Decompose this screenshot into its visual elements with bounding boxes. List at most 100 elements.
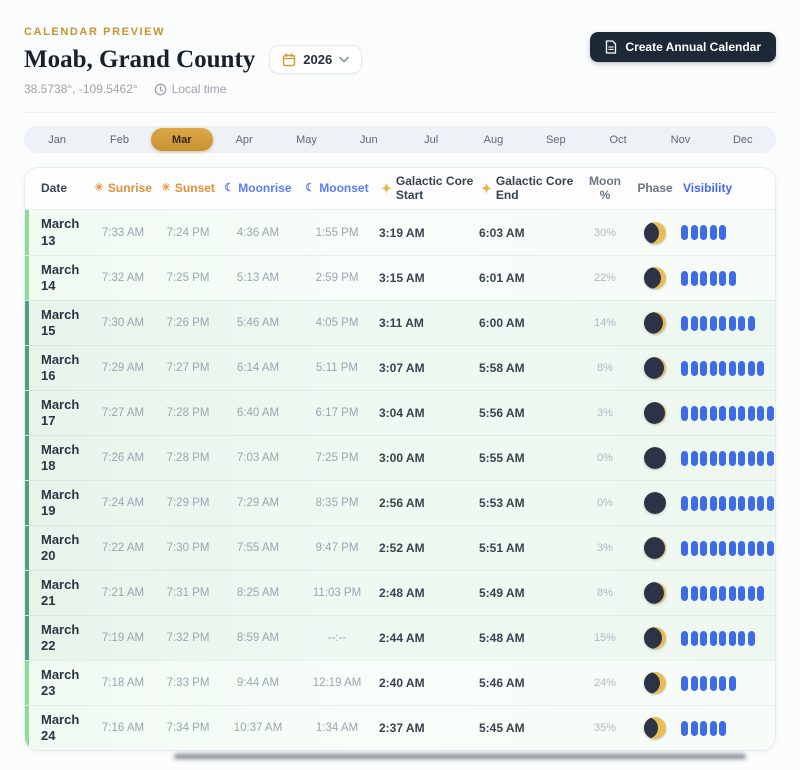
sunrise-cell: 7:33 AM bbox=[101, 226, 145, 239]
sunset-cell: 7:28 PM bbox=[166, 452, 210, 464]
visibility-bar bbox=[709, 225, 717, 240]
table-row: March 23 7:18 AM 7:33 PM 9:44 AM 12:19 AM 2:4… bbox=[25, 660, 775, 705]
date-cell: March 14 bbox=[41, 261, 80, 293]
column-label: Phase bbox=[637, 180, 673, 195]
visibility-bar bbox=[690, 225, 698, 240]
gcend-cell: 5:45 AM bbox=[479, 721, 525, 735]
visibility-bar bbox=[681, 450, 688, 466]
month-tab-jan[interactable]: Jan bbox=[48, 133, 67, 146]
date-cell: March 19 bbox=[41, 486, 80, 518]
visibility-bar bbox=[738, 360, 745, 376]
table-row: March 22 7:19 AM 7:32 PM 8:59 AM --:-- 2:44 A… bbox=[25, 615, 775, 660]
month-tab-mar[interactable]: Mar bbox=[150, 128, 213, 151]
month-tab-aug[interactable]: Aug bbox=[483, 133, 504, 146]
column-header-date: Date bbox=[25, 181, 91, 196]
moonrise-cell: 7:55 AM bbox=[236, 542, 280, 554]
table-row: March 16 7:29 AM 7:27 PM 6:14 AM 5:11 PM 3:07… bbox=[25, 345, 775, 390]
create-annual-calendar-button[interactable]: Create Annual Calendar bbox=[590, 32, 776, 62]
table-row: March 13 7:33 AM 7:24 PM 4:36 AM 1:55 PM 3:19… bbox=[25, 210, 775, 255]
moon-phase-cell bbox=[629, 267, 681, 289]
visibility-bar bbox=[681, 720, 688, 736]
visibility-bar bbox=[757, 450, 764, 466]
visibility-bar bbox=[747, 450, 755, 466]
visibility-bar bbox=[719, 225, 726, 240]
month-tab-apr[interactable]: Apr bbox=[235, 133, 253, 146]
moonset-cell: 6:17 PM bbox=[315, 407, 359, 419]
sunset-cell: 7:24 PM bbox=[166, 226, 210, 239]
month-tab-nov[interactable]: Nov bbox=[670, 133, 691, 146]
visibility-bar bbox=[690, 405, 698, 421]
visibility-bar bbox=[757, 585, 764, 601]
gcend-cell: 5:53 AM bbox=[479, 496, 525, 510]
sunset-cell: 7:33 PM bbox=[166, 677, 210, 689]
visibility-bar bbox=[757, 540, 764, 556]
column-label: Visibility bbox=[683, 180, 733, 195]
column-header-vis[interactable]: Visibility bbox=[681, 180, 775, 196]
visibility-bar bbox=[700, 360, 707, 376]
year-selector[interactable]: 2026 bbox=[269, 45, 363, 74]
visibility-bar bbox=[766, 495, 774, 511]
gcend-cell: 6:00 AM bbox=[479, 316, 525, 330]
moonset-cell: 7:25 PM bbox=[315, 452, 359, 464]
table-row: March 15 7:30 AM 7:26 PM 5:46 AM 4:05 PM 3:11… bbox=[25, 300, 775, 345]
date-cell: March 18 bbox=[41, 441, 80, 473]
visibility-bar bbox=[738, 450, 745, 466]
visibility-bar bbox=[738, 585, 745, 601]
moonset-cell: 11:03 PM bbox=[312, 587, 362, 599]
moon-phase-icon bbox=[644, 267, 666, 289]
sunrise-cell: 7:16 AM bbox=[101, 722, 145, 734]
moonpct-cell: 3% bbox=[597, 407, 613, 419]
moonrise-cell: 6:40 AM bbox=[236, 407, 280, 419]
visibility-bar bbox=[719, 450, 726, 466]
visibility-bar bbox=[728, 270, 736, 286]
column-header-sunset: ☀ Sunset bbox=[155, 181, 221, 196]
moonset-cell: 1:55 PM bbox=[315, 226, 359, 239]
visibility-bar bbox=[690, 360, 698, 376]
moonset-cell: 9:47 PM bbox=[315, 542, 359, 554]
month-tab-jun[interactable]: Jun bbox=[359, 133, 378, 146]
gcend-cell: 5:48 AM bbox=[479, 631, 525, 645]
visibility-bar bbox=[719, 630, 726, 646]
create-annual-calendar-label: Create Annual Calendar bbox=[625, 40, 761, 54]
visibility-bar bbox=[728, 405, 736, 421]
table-row: March 20 7:22 AM 7:30 PM 7:55 AM 9:47 PM 2:52… bbox=[25, 525, 775, 570]
visibility-bar bbox=[690, 585, 698, 601]
moon-phase-cell bbox=[629, 492, 681, 514]
visibility-bar bbox=[738, 630, 745, 646]
document-icon bbox=[605, 40, 617, 54]
visibility-cell bbox=[681, 585, 775, 601]
table-header-row: Date ☀ Sunrise ☀ Sunset ☾ Moonrise ☾ Moonset ✦ Gal… bbox=[25, 168, 775, 210]
sun-icon: ☀ bbox=[94, 181, 104, 194]
month-tab-jul[interactable]: Jul bbox=[424, 133, 439, 146]
month-tab-may[interactable]: May bbox=[296, 133, 317, 146]
column-header-moonpct: Moon % bbox=[581, 174, 629, 203]
sunset-cell: 7:28 PM bbox=[166, 407, 210, 419]
month-tab-dec[interactable]: Dec bbox=[732, 133, 753, 146]
moonpct-cell: 0% bbox=[597, 497, 613, 509]
moonset-cell: 5:11 PM bbox=[316, 362, 358, 374]
month-tab-feb[interactable]: Feb bbox=[110, 133, 129, 146]
sunrise-cell: 7:18 AM bbox=[101, 677, 145, 689]
visibility-bar bbox=[766, 450, 774, 466]
column-label: Sunrise bbox=[107, 180, 152, 195]
moon-icon: ☾ bbox=[224, 181, 235, 194]
moonpct-cell: 35% bbox=[593, 722, 617, 734]
visibility-bar bbox=[747, 630, 755, 646]
moon-icon: ☾ bbox=[305, 181, 316, 194]
visibility-bar bbox=[719, 675, 726, 691]
month-tab-sep[interactable]: Sep bbox=[546, 133, 566, 146]
moonset-cell: 4:05 PM bbox=[315, 317, 359, 329]
visibility-bar bbox=[700, 270, 707, 286]
gcstart-cell: 3:11 AM bbox=[379, 316, 424, 330]
visibility-bar bbox=[719, 495, 726, 511]
column-header-gcend: ✦ Galactic Core End bbox=[479, 174, 581, 203]
month-tab-oct[interactable]: Oct bbox=[609, 133, 627, 146]
visibility-bar bbox=[709, 315, 717, 331]
sunset-cell: 7:32 PM bbox=[166, 632, 210, 644]
sunrise-cell: 7:19 AM bbox=[101, 632, 145, 644]
visibility-cell bbox=[681, 630, 775, 646]
visibility-bar bbox=[681, 585, 688, 601]
visibility-bar bbox=[709, 450, 717, 466]
visibility-bar bbox=[719, 315, 726, 331]
sunset-cell: 7:27 PM bbox=[166, 362, 210, 374]
